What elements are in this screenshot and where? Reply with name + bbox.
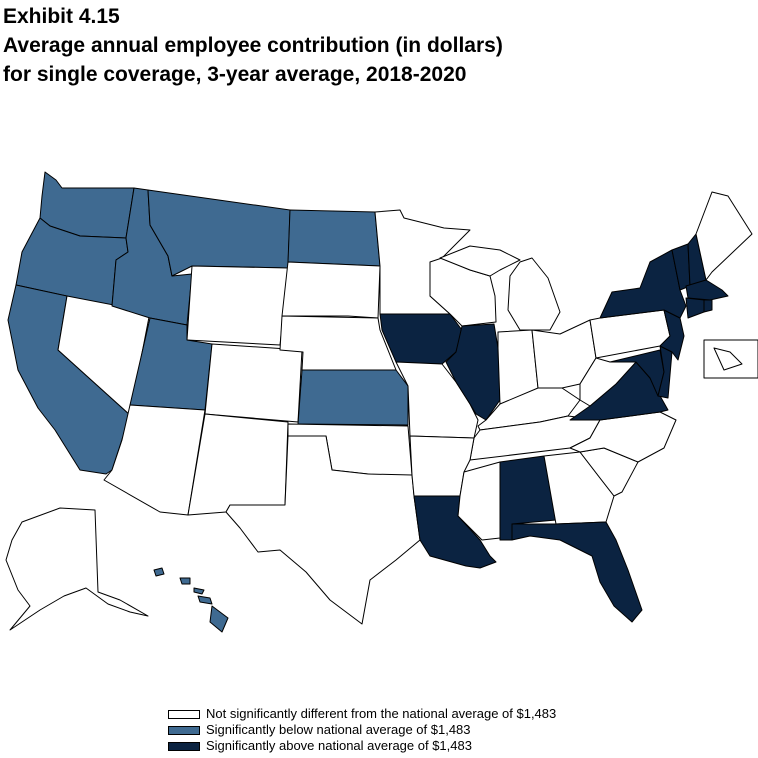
legend-item-not-different: Not significantly different from the nat… bbox=[168, 706, 556, 722]
title-block: Exhibit 4.15 Average annual employee con… bbox=[3, 2, 503, 89]
state-me bbox=[695, 191, 753, 281]
legend: Not significantly different from the nat… bbox=[168, 706, 556, 754]
state-mo bbox=[395, 361, 479, 439]
state-sd bbox=[281, 261, 381, 319]
legend-swatch-below bbox=[168, 725, 200, 735]
state-ks bbox=[297, 369, 409, 426]
chart-title-line-1: Average annual employee contribution (in… bbox=[3, 34, 503, 57]
state-nm bbox=[187, 413, 289, 516]
state-tx bbox=[225, 435, 421, 625]
state-dc-inset bbox=[703, 339, 758, 379]
state-wy bbox=[186, 265, 289, 346]
state-nj bbox=[659, 309, 685, 361]
legend-label-below: Significantly below national average of … bbox=[206, 722, 471, 737]
exhibit-label: Exhibit 4.15 bbox=[3, 5, 120, 28]
legend-swatch-not-different bbox=[168, 709, 200, 719]
legend-label-above: Significantly above national average of … bbox=[206, 738, 472, 753]
state-nd bbox=[287, 209, 381, 267]
state-ct bbox=[685, 297, 705, 319]
state-co bbox=[204, 343, 303, 423]
state-ak bbox=[5, 507, 149, 631]
legend-swatch-above bbox=[168, 741, 200, 751]
legend-item-above: Significantly above national average of … bbox=[168, 738, 556, 754]
state-mi bbox=[439, 245, 561, 331]
state-ny bbox=[599, 249, 687, 319]
state-il bbox=[445, 323, 501, 421]
state-mt bbox=[147, 189, 291, 277]
legend-item-below: Significantly below national average of … bbox=[168, 722, 556, 738]
state-az bbox=[103, 404, 206, 516]
state-nc bbox=[569, 411, 677, 463]
chart-title-line-2: for single coverage, 3-year average, 201… bbox=[3, 63, 467, 86]
state-wv bbox=[579, 357, 637, 407]
state-fl bbox=[511, 521, 643, 623]
legend-label-not-different: Not significantly different from the nat… bbox=[206, 706, 557, 721]
state-ri bbox=[703, 299, 713, 313]
state-hi bbox=[153, 567, 229, 633]
dc-shape bbox=[713, 347, 743, 371]
state-ia bbox=[379, 313, 463, 365]
